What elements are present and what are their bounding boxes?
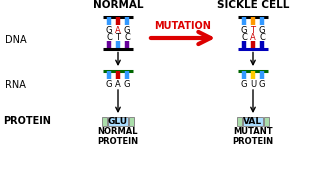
Text: NORMAL
PROTEIN: NORMAL PROTEIN (97, 127, 138, 146)
Bar (108, 117, 128, 125)
Text: G: G (259, 26, 265, 35)
Text: C: C (259, 34, 265, 42)
Text: DNA: DNA (5, 35, 27, 45)
Bar (243, 117, 263, 125)
Text: VAL: VAL (243, 117, 263, 125)
Text: T: T (251, 26, 256, 35)
Text: RNA: RNA (5, 80, 26, 90)
Text: PROTEIN: PROTEIN (3, 116, 51, 126)
Text: U: U (250, 80, 256, 89)
Text: A: A (115, 80, 121, 89)
Text: C: C (106, 34, 112, 42)
Text: C: C (124, 34, 130, 42)
Bar (237, 117, 242, 125)
Text: G: G (124, 26, 130, 35)
Text: G: G (124, 80, 130, 89)
Text: A: A (250, 34, 256, 42)
Text: SICKLE CELL: SICKLE CELL (217, 0, 289, 10)
Text: T: T (116, 34, 120, 42)
Text: NORMAL: NORMAL (93, 0, 143, 10)
Text: G: G (241, 26, 247, 35)
Bar (264, 117, 269, 125)
Bar (129, 117, 134, 125)
Text: G: G (241, 80, 247, 89)
Bar (102, 117, 107, 125)
Text: MUTANT
PROTEIN: MUTANT PROTEIN (233, 127, 274, 146)
Text: GLU: GLU (108, 117, 128, 125)
Text: A: A (115, 26, 121, 35)
Text: MUTATION: MUTATION (155, 21, 211, 31)
Text: C: C (241, 34, 247, 42)
Text: G: G (106, 80, 112, 89)
Text: G: G (259, 80, 265, 89)
Text: G: G (106, 26, 112, 35)
